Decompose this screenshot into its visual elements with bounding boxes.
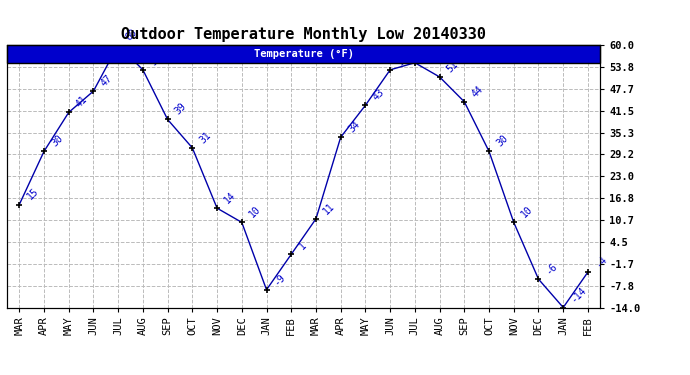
Text: 10: 10: [247, 204, 263, 220]
Text: 34: 34: [346, 119, 362, 135]
Text: 30: 30: [50, 133, 65, 148]
Text: Temperature (°F): Temperature (°F): [254, 49, 353, 59]
Text: 60: 60: [124, 27, 139, 42]
Text: 47: 47: [99, 73, 115, 88]
Text: 10: 10: [520, 204, 535, 220]
Text: 15: 15: [25, 186, 40, 202]
Text: 31: 31: [198, 130, 213, 145]
Text: 43: 43: [371, 87, 386, 102]
Text: -14: -14: [569, 285, 589, 305]
Text: 41: 41: [75, 94, 90, 110]
Title: Outdoor Temperature Monthly Low 20140330: Outdoor Temperature Monthly Low 20140330: [121, 27, 486, 42]
Text: -4: -4: [593, 254, 609, 269]
Text: 11: 11: [322, 201, 337, 216]
Text: 53: 53: [148, 52, 164, 67]
Text: 14: 14: [223, 190, 238, 206]
Text: 30: 30: [495, 133, 510, 148]
FancyBboxPatch shape: [7, 45, 600, 63]
Text: 51: 51: [445, 59, 460, 74]
Text: 44: 44: [470, 84, 485, 99]
Text: Copyright 2014 Cartronics.com: Copyright 2014 Cartronics.com: [8, 50, 153, 59]
Text: -9: -9: [272, 272, 288, 287]
Text: 1: 1: [297, 240, 308, 252]
Text: 39: 39: [173, 101, 188, 117]
Text: 55: 55: [420, 45, 436, 60]
Text: 53: 53: [395, 52, 411, 67]
Text: -6: -6: [544, 261, 560, 276]
